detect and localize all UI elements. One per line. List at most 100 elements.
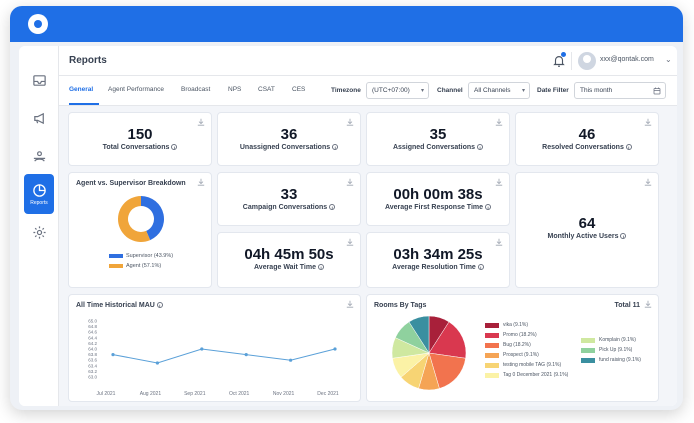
- info-icon: i: [625, 144, 632, 151]
- mau-history-card: All Time Historical MAU i 65.0 64.8 64.6 64.…: [68, 294, 361, 402]
- page-header: Reports xxx@qontak.com ⌄: [59, 46, 677, 76]
- info-icon: i: [329, 204, 336, 211]
- stat-card-resolution-time: 03h 34m 25s Average Resolution Time i: [366, 232, 510, 288]
- tags-total: Total 11: [614, 302, 640, 309]
- stat-label: Monthly Active Users i: [516, 233, 658, 240]
- user-email[interactable]: xxx@qontak.com: [600, 56, 654, 63]
- tab-nps[interactable]: NPS: [228, 86, 242, 93]
- mau-data-point: [333, 347, 337, 351]
- stat-value: 04h 45m 50s: [244, 246, 334, 263]
- y-tick-label: 64.6: [88, 330, 97, 335]
- tab-general[interactable]: General: [69, 86, 94, 93]
- download-icon[interactable]: [197, 178, 205, 186]
- y-tick-label: 63.0: [88, 375, 97, 380]
- legend-swatch: [581, 357, 595, 363]
- legend-swatch: [109, 264, 123, 268]
- y-tick-label: 64.4: [88, 335, 97, 340]
- stat-value: 03h 34m 25s: [393, 246, 483, 263]
- main-content: Reports xxx@qontak.com ⌄ General Agent P…: [59, 46, 677, 406]
- top-bar: [10, 6, 683, 42]
- mau-data-point: [289, 358, 293, 362]
- date-filter-input[interactable]: This month: [574, 82, 666, 99]
- tab-ces[interactable]: CES: [292, 86, 306, 93]
- calendar-icon: [653, 87, 661, 95]
- legend-swatch: [581, 347, 595, 353]
- tab-csat[interactable]: CSAT: [258, 86, 275, 93]
- info-icon: i: [620, 233, 627, 240]
- y-tick-label: 65.0: [88, 319, 97, 324]
- download-icon[interactable]: [495, 118, 503, 126]
- download-icon[interactable]: [495, 178, 503, 186]
- y-tick-label: 64.0: [88, 347, 97, 352]
- bell-icon[interactable]: [552, 54, 566, 68]
- card-title: Agent vs. Supervisor Breakdown: [76, 180, 186, 187]
- browser-frame: Reports Reports xxx@qontak.com ⌄ General…: [10, 6, 683, 410]
- chevron-down-icon[interactable]: ⌄: [665, 55, 672, 64]
- tag-legend-item: vika (9.1%): [485, 322, 528, 328]
- legend-label: Supervisor: [126, 253, 153, 259]
- legend-swatch: [485, 362, 499, 368]
- stat-card-campaign: 33 Campaign Conversations i: [217, 172, 361, 226]
- download-icon[interactable]: [644, 118, 652, 126]
- mau-data-point: [155, 361, 159, 365]
- y-tick-label: 63.4: [88, 363, 97, 368]
- mau-series-line: [112, 348, 336, 364]
- divider: [571, 52, 572, 70]
- mau-data-point: [200, 347, 204, 351]
- download-icon[interactable]: [197, 118, 205, 126]
- x-tick-label: Nov 2021: [273, 391, 295, 397]
- inbox-icon[interactable]: [19, 64, 59, 96]
- info-icon: i: [332, 144, 339, 151]
- app-window: Reports Reports xxx@qontak.com ⌄ General…: [19, 46, 677, 406]
- download-icon[interactable]: [346, 300, 354, 308]
- tag-legend-item: Pick Up (9.1%): [581, 347, 632, 353]
- download-icon[interactable]: [644, 300, 652, 308]
- sidebar-item-label: Reports: [30, 199, 48, 206]
- info-icon: i: [477, 144, 484, 151]
- legend-swatch: [485, 332, 499, 338]
- pie-slice: [408, 315, 430, 354]
- y-tick-label: 64.8: [88, 324, 97, 329]
- stat-value: 00h 00m 38s: [393, 186, 483, 203]
- legend-item-agent: Agent (57.1%): [109, 263, 161, 269]
- download-icon[interactable]: [346, 178, 354, 186]
- tab-broadcast[interactable]: Broadcast: [181, 86, 211, 93]
- legend-label: Agent: [126, 263, 141, 269]
- rooms-by-tags-pie-chart: [391, 315, 467, 391]
- avatar[interactable]: [578, 52, 596, 70]
- download-icon[interactable]: [644, 178, 652, 186]
- tag-legend-item: Komplain (9.1%): [581, 337, 636, 343]
- y-tick-label: 63.2: [88, 369, 97, 374]
- tag-legend-item: fund raising (9.1%): [581, 357, 641, 363]
- stat-value: 64: [578, 215, 596, 232]
- channel-select[interactable]: All Channels ▾: [468, 82, 530, 99]
- sidebar-item-reports[interactable]: Reports: [24, 174, 54, 214]
- stat-value: 150: [127, 126, 153, 143]
- x-tick-label: Jul 2021: [97, 391, 116, 397]
- stat-label: Campaign Conversations i: [218, 204, 360, 211]
- stat-card-assigned: 35 Assigned Conversations i: [366, 112, 510, 166]
- legend-item-supervisor: Supervisor (43.9%): [109, 253, 173, 259]
- timezone-select[interactable]: (UTC+07:00) ▾: [366, 82, 429, 99]
- download-icon[interactable]: [346, 118, 354, 126]
- info-icon: i: [477, 264, 484, 271]
- stat-value: 33: [280, 186, 298, 203]
- date-filter-value: This month: [580, 87, 613, 94]
- tab-agent-performance[interactable]: Agent Performance: [108, 86, 165, 93]
- y-tick-label: 64.2: [88, 341, 97, 346]
- stat-card-total-conversations: 150 Total Conversations i: [68, 112, 212, 166]
- stat-label: Total Conversations i: [69, 144, 211, 151]
- download-icon[interactable]: [346, 238, 354, 246]
- card-title: All Time Historical MAU i: [76, 302, 163, 309]
- pie-slice: [428, 352, 466, 389]
- download-icon[interactable]: [495, 238, 503, 246]
- megaphone-icon[interactable]: [19, 102, 59, 134]
- stat-value: 46: [578, 126, 596, 143]
- timezone-label: Timezone: [331, 87, 361, 94]
- legend-pct: (43.9%): [153, 253, 174, 259]
- gear-icon[interactable]: [19, 216, 59, 248]
- x-tick-label: Aug 2021: [140, 391, 162, 397]
- agent-icon[interactable]: [19, 140, 59, 172]
- qontak-logo-icon[interactable]: [28, 14, 48, 34]
- page-title: Reports: [69, 55, 107, 66]
